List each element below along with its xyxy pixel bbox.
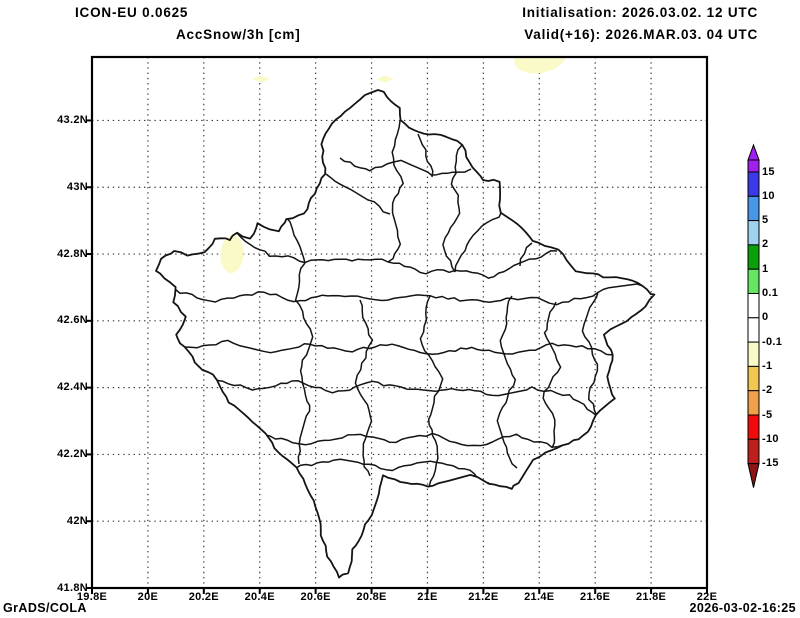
y-tick-label: 43.2N (57, 113, 88, 126)
y-tick-label: 42.8N (57, 247, 88, 260)
x-tick-label: 21.6E (580, 591, 611, 603)
colorbar-segment (747, 365, 760, 392)
y-tick-label: 42N (66, 514, 88, 527)
colorbar-arrow-bottom (747, 463, 760, 488)
x-tick-label: 21.2E (468, 591, 499, 603)
colorbar-tick-label: -0.1 (762, 335, 783, 348)
patch-west-border (220, 235, 244, 273)
colorbar-tick-label: 2 (762, 238, 769, 251)
x-tick-label: 21E (417, 591, 438, 603)
colorbar-segment (747, 390, 760, 416)
colorbar-tick-label: -10 (762, 432, 779, 445)
x-tick-label: 22E (696, 591, 718, 603)
colorbar-tick-label: 0 (762, 311, 769, 324)
colorbar (747, 143, 760, 488)
colorbar-tick-label: 5 (762, 214, 769, 227)
colorbar-tick-label: 1 (762, 262, 769, 275)
municipality-boundaries (174, 120, 644, 488)
colorbar-tick-label: -2 (762, 384, 773, 397)
colorbar-segment (747, 171, 760, 197)
grid-lines (93, 58, 706, 587)
colorbar-segment (747, 438, 760, 465)
x-tick-label: 20.6E (300, 591, 331, 603)
colorbar-tick-label: 10 (762, 189, 775, 202)
axis-ticks (86, 119, 708, 594)
valid-time-label: Valid(+16): 2026.MAR.03. 04 UTC (524, 27, 758, 42)
colorbar-segment (747, 159, 760, 173)
colorbar-arrow-top (747, 143, 760, 161)
x-tick-label: 20.4E (244, 591, 275, 603)
x-tick-label: 19.8E (76, 591, 108, 603)
y-tick-label: 42.2N (57, 447, 88, 460)
colorbar-segment (747, 414, 760, 440)
colorbar-segment (747, 244, 760, 270)
variable-title: AccSnow/3h [cm] (176, 27, 301, 42)
map-frame (90, 55, 709, 590)
plot-timestamp: 2026-03-02-16:25 (689, 601, 796, 615)
colorbar-tick-label: -5 (762, 408, 773, 421)
y-tick-label: 42.4N (57, 381, 88, 394)
x-tick-label: 20.8E (356, 591, 387, 603)
grads-credit: GrADS/COLA (3, 601, 87, 615)
patch-north-small-2 (376, 75, 394, 83)
colorbar-segment (747, 293, 760, 319)
colorbar-tick-label: -1 (762, 359, 773, 372)
colorbar-segment (747, 195, 760, 222)
x-tick-label: 20E (137, 591, 159, 603)
y-tick-label: 43N (66, 180, 88, 193)
y-tick-label: 41.8N (57, 581, 88, 594)
colorbar-tick-label: -15 (762, 457, 779, 470)
patch-north-small-1 (252, 75, 270, 83)
country-border (155, 89, 656, 579)
x-tick-label: 20.2E (188, 591, 219, 603)
init-time-label: Initialisation: 2026.03.02. 12 UTC (522, 5, 758, 20)
x-tick-label: 21.8E (635, 591, 667, 603)
model-label: ICON-EU 0.0625 (75, 5, 189, 20)
colorbar-segment (747, 341, 760, 367)
colorbar-segment (747, 268, 760, 295)
x-tick-label: 21.4E (524, 591, 555, 603)
colorbar-segment (747, 220, 760, 246)
y-tick-label: 42.6N (57, 314, 88, 327)
colorbar-tick-label: 15 (762, 165, 775, 178)
colorbar-segment (747, 317, 760, 343)
colorbar-tick-label: 0.1 (762, 287, 779, 299)
